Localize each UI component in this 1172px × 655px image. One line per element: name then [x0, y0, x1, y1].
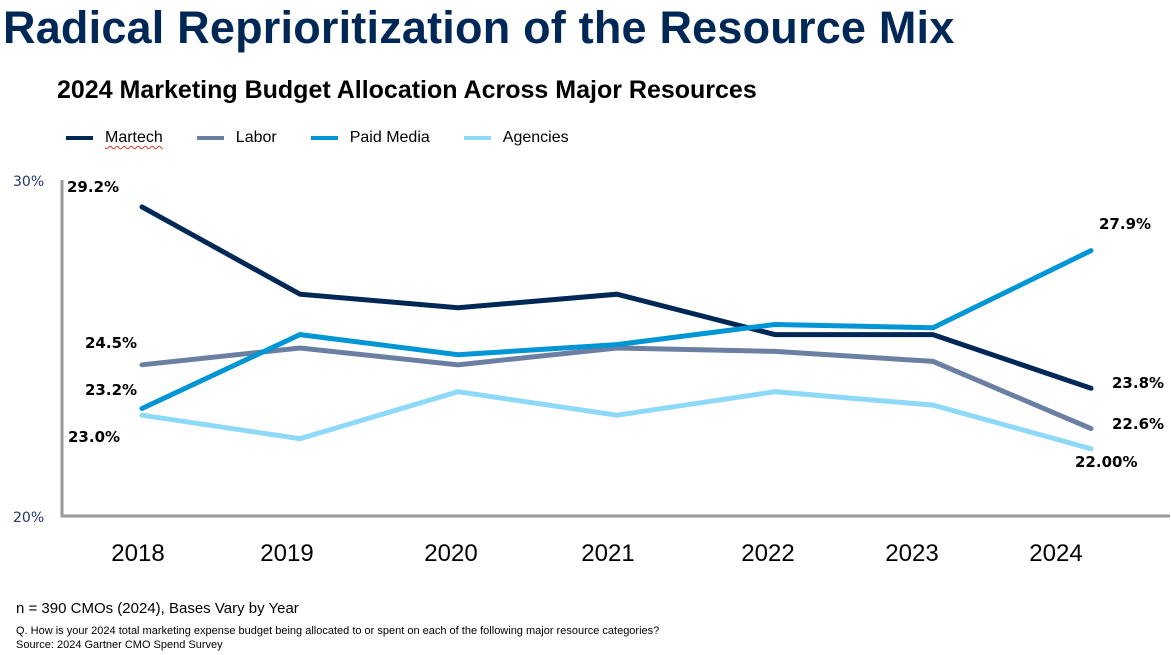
line-chart: 20% 30% 2018 2019 2020 2021 2022 2023 2024 29.2% 2…	[13, 174, 1170, 567]
legend-swatch-labor	[196, 136, 224, 140]
x-tick-label: 2024	[1029, 540, 1082, 567]
x-tick-label: 2019	[260, 540, 313, 567]
chart-legend: Martech Labor Paid Media Agencies	[66, 127, 603, 149]
data-label-paid-media: 27.9%	[1099, 215, 1151, 233]
legend-item-labor: Labor	[196, 129, 277, 147]
x-tick-label: 2018	[111, 540, 164, 567]
data-label-agencies: 23.0%	[68, 428, 120, 446]
x-tick-label: 2021	[581, 540, 634, 567]
legend-label-paid-media: Paid Media	[349, 129, 430, 146]
data-label-martech: 23.8%	[1112, 374, 1164, 392]
series-line-martech	[139, 204, 1094, 391]
data-label-agencies: 22.00%	[1075, 453, 1137, 471]
x-tick-label: 2022	[741, 540, 794, 567]
x-tick-label: 2020	[424, 540, 477, 567]
legend-label-agencies: Agencies	[502, 129, 569, 146]
y-tick-label: 20%	[13, 510, 44, 526]
legend-swatch-agencies	[463, 136, 491, 140]
legend-label-martech: Martech	[105, 129, 163, 146]
slide-title: Radical Reprioritization of the Resource…	[3, 2, 955, 53]
legend-swatch-paid-media	[310, 136, 338, 140]
legend-swatch-martech	[66, 136, 93, 140]
y-tick-label: 30%	[13, 174, 44, 190]
x-tick-label: 2023	[885, 540, 938, 567]
data-label-labor: 24.5%	[85, 334, 137, 352]
footnote-question: Q. How is your 2024 total marketing expe…	[16, 625, 660, 637]
series-line-paid-media	[139, 248, 1094, 411]
series-line-agencies	[139, 389, 1094, 452]
series-line-labor	[139, 345, 1094, 432]
footnote-sample-size: n = 390 CMOs (2024), Bases Vary by Year	[16, 600, 299, 617]
legend-item-martech: Martech	[66, 129, 163, 147]
data-label-labor: 22.6%	[1112, 415, 1164, 433]
chart-title: 2024 Marketing Budget Allocation Across …	[57, 76, 757, 104]
legend-item-paid-media: Paid Media	[310, 129, 430, 147]
footnote-source: Source: 2024 Gartner CMO Spend Survey	[16, 639, 223, 651]
legend-item-agencies: Agencies	[463, 129, 569, 147]
data-label-martech: 29.2%	[67, 178, 119, 196]
data-label-paid-media: 23.2%	[85, 381, 137, 399]
legend-label-labor: Labor	[235, 129, 277, 146]
